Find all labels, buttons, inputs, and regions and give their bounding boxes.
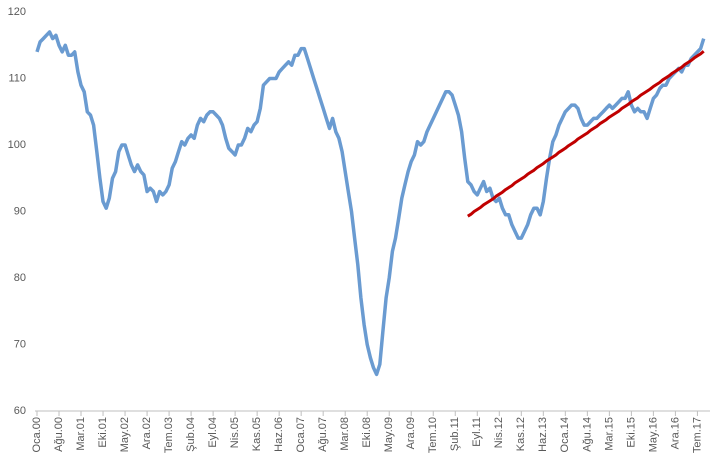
x-tick-label: Mar.15 — [603, 417, 615, 451]
x-tick-label: Oca.00 — [31, 417, 43, 452]
x-tick-label: Oca.07 — [295, 417, 307, 452]
x-tick-label: Nis.12 — [493, 417, 505, 448]
x-tick-label: Eki.15 — [625, 417, 637, 448]
x-tick-label: Kas.12 — [515, 417, 527, 451]
x-tick-label: Ara.09 — [405, 417, 417, 449]
x-tick-label: Şub.11 — [449, 417, 461, 451]
x-tick-label: Mar.01 — [75, 417, 87, 451]
y-tick-label: 80 — [14, 272, 26, 284]
series-line — [35, 30, 706, 377]
y-tick-label: 120 — [8, 6, 26, 18]
x-tick-label: Eki.08 — [361, 417, 373, 448]
x-tick-label: Haz.13 — [537, 417, 549, 452]
x-tick-label: Oca.14 — [559, 417, 571, 452]
x-tick-label: Mar.08 — [339, 417, 351, 451]
x-tick-label: Eyl.11 — [471, 417, 483, 447]
x-tick-label: Haz.06 — [273, 417, 285, 452]
x-tick-label: May.09 — [383, 417, 395, 452]
x-tick-label: Tem.17 — [691, 417, 703, 453]
x-tick-label: May.16 — [647, 417, 659, 452]
x-tick-label: Tem.03 — [163, 417, 175, 453]
y-tick-label: 70 — [14, 338, 26, 350]
x-tick-label: Ağu.14 — [581, 417, 593, 452]
y-tick-label: 60 — [14, 405, 26, 417]
x-tick-label: Kas.05 — [251, 417, 263, 451]
x-tick-label: Nis.05 — [229, 417, 241, 448]
x-tick-label: Ara.16 — [669, 417, 681, 449]
x-tick-label: Ağu.07 — [317, 417, 329, 452]
x-tick-label: Ara.02 — [141, 417, 153, 449]
x-tick-label: Tem.10 — [427, 417, 439, 453]
x-tick-label: May.02 — [119, 417, 131, 452]
x-tick-label: Ağu.00 — [53, 417, 65, 452]
x-tick-label: Şub.04 — [185, 417, 197, 452]
series-line — [467, 50, 705, 218]
x-tick-label: Eki.01 — [97, 417, 109, 448]
y-tick-label: 110 — [8, 72, 26, 84]
y-tick-label: 90 — [14, 205, 26, 217]
y-tick-label: 100 — [8, 139, 26, 151]
x-tick-label: Eyl.04 — [207, 417, 219, 448]
